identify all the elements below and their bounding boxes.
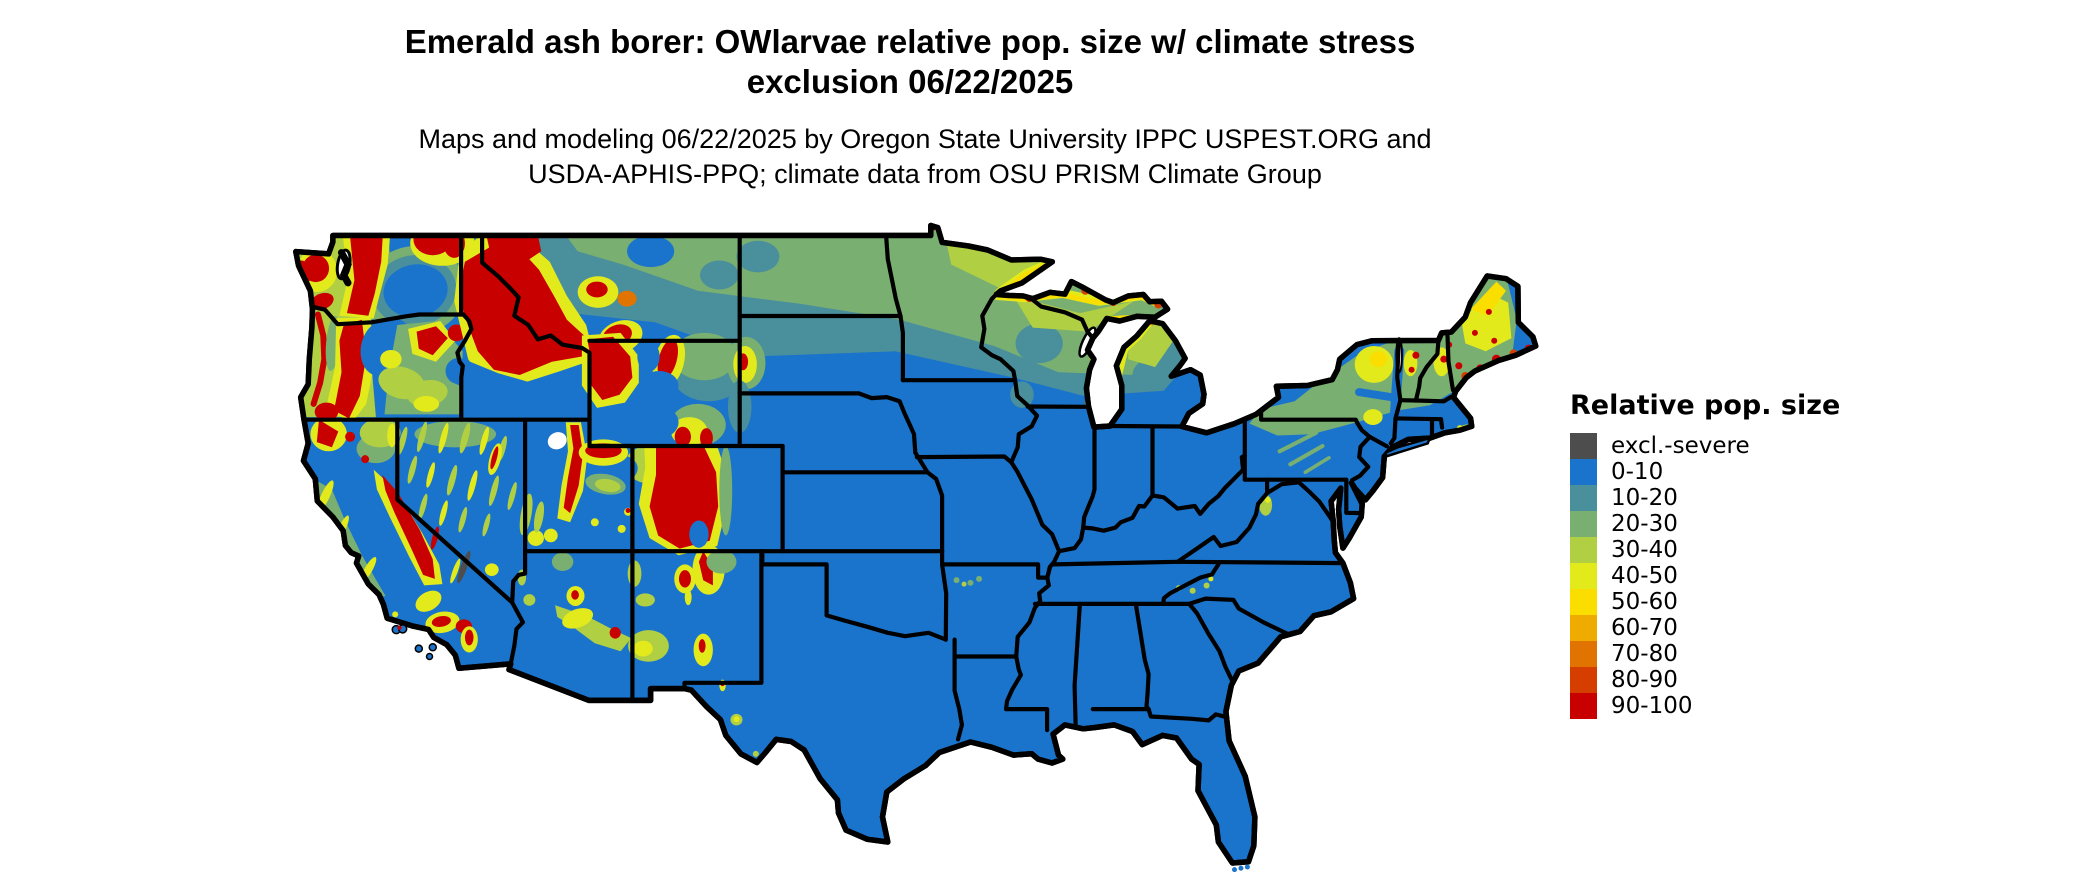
legend-item: 70-80 xyxy=(1570,641,1840,667)
state-borders xyxy=(301,233,1456,742)
legend-item-label: 10-20 xyxy=(1611,485,1678,511)
legend-item: 90-100 xyxy=(1570,693,1840,719)
legend-item-label: 90-100 xyxy=(1611,693,1693,719)
legend-swatch xyxy=(1570,537,1597,563)
legend-item-label: 50-60 xyxy=(1611,589,1678,615)
map-title-line2: exclusion 06/22/2025 xyxy=(746,63,1074,100)
legend-swatch xyxy=(1570,433,1597,459)
legend-item: 30-40 xyxy=(1570,537,1840,563)
legend-swatch xyxy=(1570,693,1597,719)
legend-swatch xyxy=(1570,589,1597,615)
legend-item-label: 40-50 xyxy=(1611,563,1678,589)
legend-swatch xyxy=(1570,615,1597,641)
legend-item-label: 80-90 xyxy=(1611,667,1678,693)
legend-item-label: 30-40 xyxy=(1611,537,1678,563)
legend-swatch xyxy=(1570,563,1597,589)
map-subtitle-line2: USDA-APHIS-PPQ; climate data from OSU PR… xyxy=(528,159,1322,189)
legend-item: 60-70 xyxy=(1570,615,1840,641)
population-raster-overlay xyxy=(295,225,1533,757)
legend-swatch xyxy=(1570,667,1597,693)
legend-item-label: 70-80 xyxy=(1611,641,1678,667)
legend-swatch xyxy=(1570,641,1597,667)
map-subtitle-line1: Maps and modeling 06/22/2025 by Oregon S… xyxy=(418,124,1432,154)
legend-title: Relative pop. size xyxy=(1570,390,1841,421)
legend-item: 80-90 xyxy=(1570,667,1840,693)
map-legend: Relative pop. size excl.-severe 0-10 10-20… xyxy=(1570,390,1840,719)
legend-item: 0-10 xyxy=(1570,459,1840,485)
legend-item-label: 60-70 xyxy=(1611,615,1678,641)
legend-item: 10-20 xyxy=(1570,485,1840,511)
legend-swatch xyxy=(1570,511,1597,537)
legend-item: 20-30 xyxy=(1570,511,1840,537)
map-title-line1: Emerald ash borer: OWlarvae relative pop… xyxy=(404,23,1416,60)
legend-item: 50-60 xyxy=(1570,589,1840,615)
legend-swatch xyxy=(1570,459,1597,485)
coastline-outline xyxy=(293,222,1539,866)
legend-rows: excl.-severe 0-10 10-20 20-30 30-40 40-50 50-6… xyxy=(1570,433,1840,719)
legend-item: excl.-severe xyxy=(1570,433,1840,459)
islands xyxy=(391,436,1432,873)
legend-item-label: excl.-severe xyxy=(1611,433,1750,459)
legend-item: 40-50 xyxy=(1570,563,1840,589)
legend-item-label: 20-30 xyxy=(1611,511,1678,537)
legend-item-label: 0-10 xyxy=(1611,459,1664,485)
map-subtitle: Maps and modeling 06/22/2025 by Oregon S… xyxy=(75,122,1775,192)
map-title: Emerald ash borer: OWlarvae relative pop… xyxy=(60,22,1760,102)
legend-swatch xyxy=(1570,485,1597,511)
